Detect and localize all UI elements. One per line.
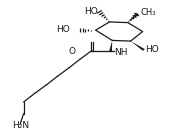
Text: HO: HO: [56, 25, 70, 34]
Text: O: O: [68, 47, 75, 56]
Text: H₂N: H₂N: [12, 121, 29, 130]
Polygon shape: [128, 13, 139, 23]
Text: CH₃: CH₃: [140, 8, 156, 17]
Polygon shape: [131, 41, 145, 51]
Text: HO: HO: [84, 7, 98, 16]
Text: NH: NH: [114, 48, 128, 57]
Text: HO: HO: [145, 45, 159, 54]
Polygon shape: [109, 40, 112, 52]
